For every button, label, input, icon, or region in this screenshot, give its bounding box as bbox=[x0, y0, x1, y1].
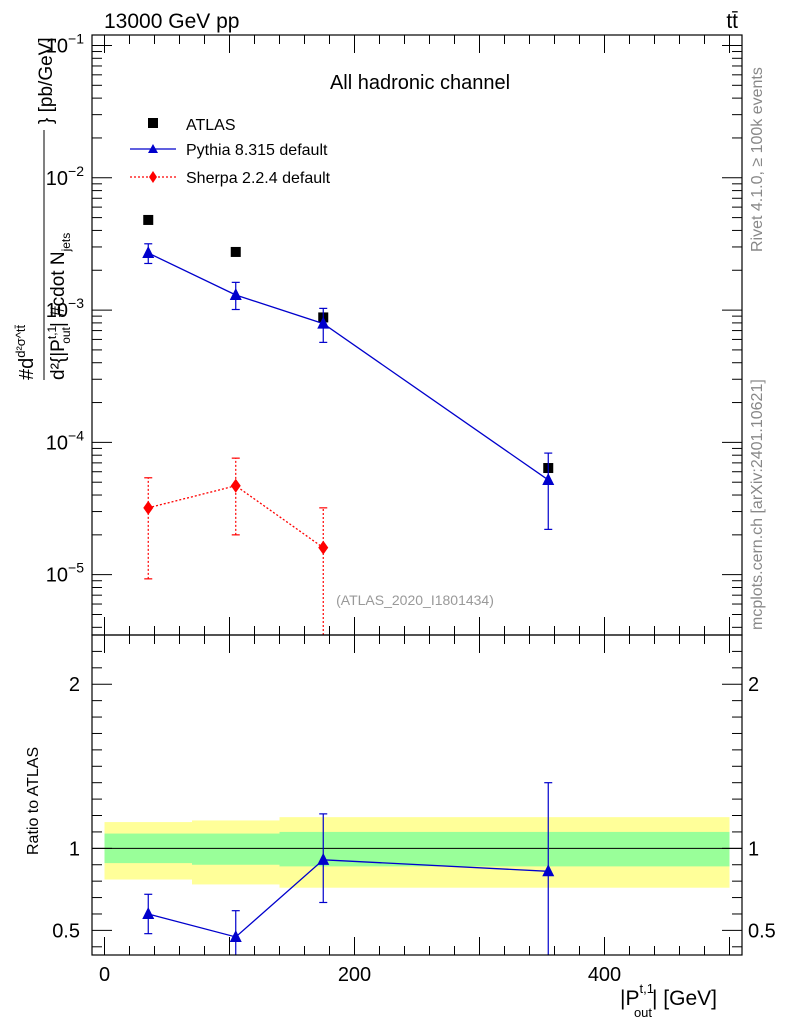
atlas-point bbox=[230, 246, 241, 257]
sherpa-point bbox=[143, 500, 154, 515]
pythia-ratio-point bbox=[317, 852, 330, 865]
x-axis-title-sub: out bbox=[634, 1005, 652, 1020]
pythia-ratio-point bbox=[542, 864, 555, 877]
ratio-y-tick-label-left: 1 bbox=[69, 838, 80, 860]
pythia-line bbox=[147, 252, 549, 481]
main-y-tick-label: 10−4 bbox=[46, 427, 84, 454]
sherpa-point bbox=[230, 478, 241, 493]
legend-sherpa-label: Sherpa 2.2.4 default bbox=[186, 170, 331, 187]
ratio-panel: 0.5 0.5 1 1 2 2 0 200 400 Ratio to ATLAS bbox=[25, 634, 776, 986]
pythia-ratio-point bbox=[142, 906, 155, 919]
ratio-y-tick-label-left: 2 bbox=[69, 674, 80, 696]
x-tick-label: 0 bbox=[99, 964, 110, 986]
ratio-y-tick-label-right: 0.5 bbox=[748, 920, 776, 942]
ratio-frame bbox=[91, 634, 743, 956]
main-panel: All hadronic channel (ATLAS_2020_I180143… bbox=[13, 30, 743, 636]
ratio-tick-labels: 0.5 0.5 1 1 2 2 0 200 400 bbox=[52, 674, 776, 986]
ratio-y-tick-label-left: 0.5 bbox=[52, 920, 80, 942]
pythia-ratio-point bbox=[229, 929, 242, 942]
legend-sherpa-marker bbox=[149, 171, 157, 183]
source-label: mcplots.cern.ch [arXiv:2401.10621] bbox=[749, 379, 766, 630]
legend: ATLAS Pythia 8.315 default Sherpa 2.2.4 … bbox=[130, 117, 331, 187]
ratio-series bbox=[142, 782, 555, 955]
atlas-point bbox=[143, 214, 154, 225]
ratio-bands bbox=[104, 817, 730, 888]
pythia-ratio-line bbox=[148, 859, 549, 938]
rivet-label: Rivet 4.1.0, ≥ 100k events bbox=[749, 67, 766, 252]
main-y-tick-label: 10−1 bbox=[46, 30, 84, 57]
energy-label: 13000 GeV pp bbox=[104, 10, 239, 33]
x-axis-title-text: |Pt,1 out| [GeV] bbox=[620, 981, 717, 1020]
pythia-point bbox=[542, 472, 555, 485]
main-y-tick-labels: 10−1 10−2 10−3 10−4 10−5 bbox=[46, 30, 84, 586]
ratio-y-tick-label-right: 2 bbox=[748, 674, 759, 696]
pythia-point bbox=[142, 246, 155, 259]
x-tick-label: 200 bbox=[338, 964, 371, 986]
main-ticks bbox=[92, 35, 742, 635]
x-axis-title-sup: t,1 bbox=[639, 981, 653, 996]
main-y-axis-title: #dd²σ^tt̄ d²{|Pt,1out| #cdot Njets } [pb… bbox=[13, 37, 73, 380]
pythia-point bbox=[317, 316, 330, 329]
sherpa-point bbox=[318, 540, 329, 555]
ratio-inner-band bbox=[192, 833, 280, 865]
main-y-tick-label: 10−2 bbox=[46, 163, 84, 190]
legend-pythia-label: Pythia 8.315 default bbox=[186, 142, 328, 159]
process-label: tt̄ bbox=[726, 10, 738, 33]
legend-atlas-label: ATLAS bbox=[186, 117, 236, 134]
ylabel-denominator: d²{|Pt,1out| #cdot Njets bbox=[45, 233, 73, 380]
analysis-label: (ATLAS_2020_I1801434) bbox=[336, 592, 494, 608]
ratio-ticks bbox=[92, 635, 742, 955]
main-y-tick-label: 10−3 bbox=[46, 295, 84, 322]
ratio-y-tick-label-right: 1 bbox=[748, 838, 759, 860]
legend-pythia-marker bbox=[148, 144, 158, 153]
pythia-point bbox=[229, 288, 242, 301]
ylabel-unit: } [pb/GeV] bbox=[36, 37, 57, 124]
x-tick-label: 400 bbox=[588, 964, 621, 986]
x-axis-title: |Pt,1 out| [GeV] bbox=[620, 981, 717, 1020]
main-y-tick-label: 10−5 bbox=[46, 560, 84, 587]
ylabel-numerator: #dd²σ^tt̄ bbox=[13, 324, 38, 380]
main-title: All hadronic channel bbox=[330, 72, 510, 94]
legend-atlas-marker bbox=[148, 118, 158, 128]
sherpa-line bbox=[148, 485, 324, 549]
main-series bbox=[142, 214, 555, 635]
ratio-y-axis-title: Ratio to ATLAS bbox=[25, 747, 42, 855]
ratio-inner-band bbox=[279, 831, 730, 867]
